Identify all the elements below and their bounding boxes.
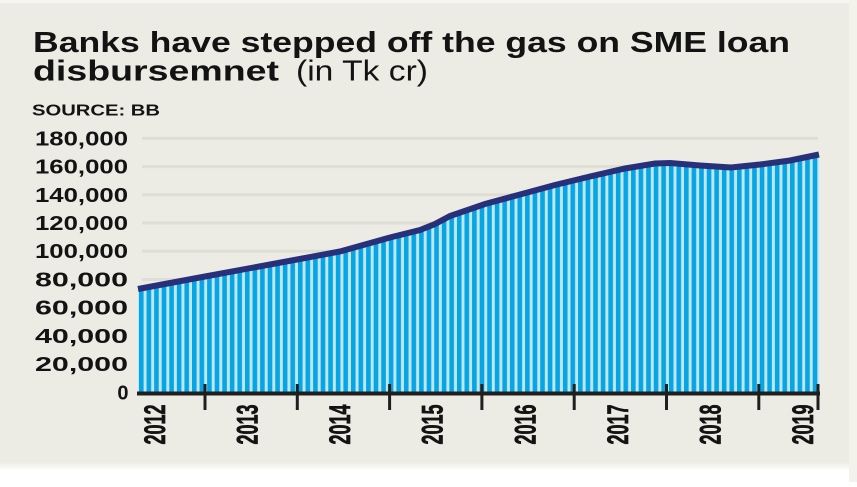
- svg-text:SOURCE: BB: SOURCE: BB: [32, 103, 160, 120]
- svg-text:100,000: 100,000: [35, 241, 128, 263]
- svg-text:160,000: 160,000: [35, 157, 128, 179]
- svg-text:disbursemnet: disbursemnet: [33, 56, 279, 88]
- svg-text:(in Tk cr): (in Tk cr): [296, 56, 428, 88]
- svg-text:20,000: 20,000: [35, 354, 128, 376]
- svg-text:2015: 2015: [417, 404, 450, 444]
- svg-text:Banks have stepped off the gas: Banks have stepped off the gas on SME lo…: [33, 27, 790, 59]
- svg-text:80,000: 80,000: [35, 270, 128, 292]
- svg-text:140,000: 140,000: [35, 185, 128, 207]
- svg-text:2016: 2016: [510, 404, 543, 444]
- svg-text:60,000: 60,000: [35, 298, 128, 320]
- svg-text:2012: 2012: [140, 404, 173, 444]
- svg-text:40,000: 40,000: [35, 326, 128, 348]
- svg-text:2017: 2017: [602, 404, 635, 444]
- svg-text:0: 0: [117, 382, 128, 404]
- svg-text:2018: 2018: [695, 404, 728, 444]
- svg-text:120,000: 120,000: [35, 213, 128, 235]
- svg-text:2019: 2019: [788, 404, 821, 444]
- svg-text:180,000: 180,000: [35, 128, 128, 150]
- svg-text:2014: 2014: [325, 404, 358, 444]
- svg-text:2013: 2013: [232, 404, 265, 444]
